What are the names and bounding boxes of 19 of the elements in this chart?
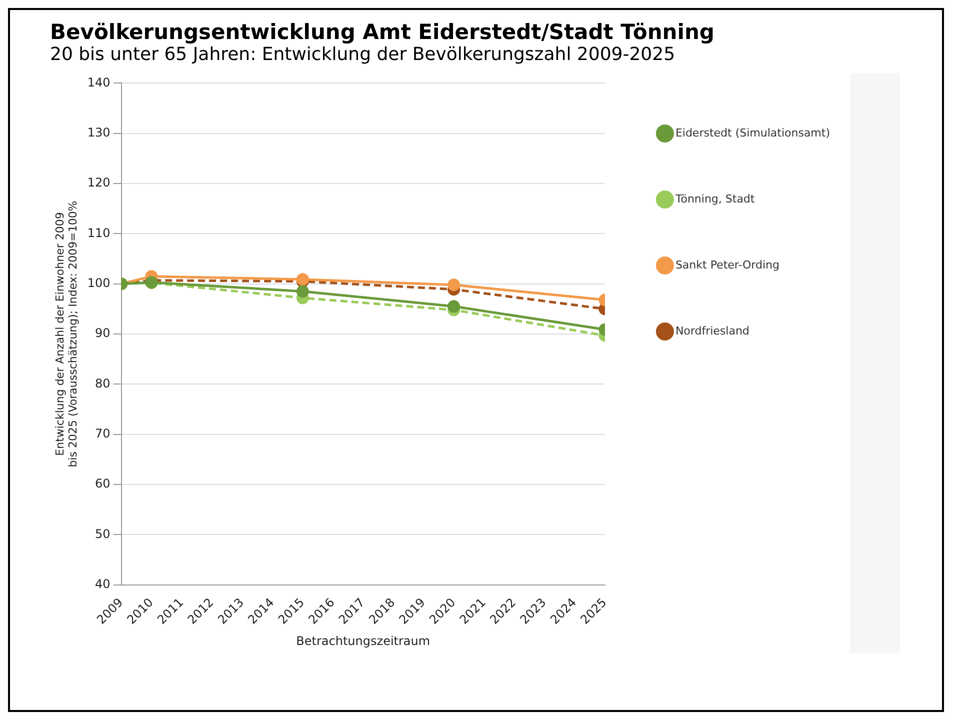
chart-title: Bevölkerungsentwicklung Amt Eiderstedt/Stadt Tönning xyxy=(50,20,716,44)
y-tick-label: 90 xyxy=(95,326,110,340)
y-tick-label: 80 xyxy=(95,376,110,390)
y-tick-label: 100 xyxy=(87,276,110,290)
y-tick-label: 50 xyxy=(95,526,110,541)
legend-label: Eiderstedt (Simulationsamt) xyxy=(675,126,830,140)
chart-subtitle: 20 bis unter 65 Jahren: Entwicklung der Bevölkerungszahl 2009-2025 xyxy=(50,44,676,65)
legend-label: Tönning, Stadt xyxy=(674,192,756,206)
y-tick-label: 130 xyxy=(87,125,110,140)
legend-label: Nordfriesland xyxy=(675,324,750,338)
x-axis-title: Betrachtungszeitraum xyxy=(296,634,430,648)
legend-label: Sankt Peter-Ording xyxy=(675,258,780,272)
y-tick-label: 60 xyxy=(95,476,110,491)
y-tick-label: 70 xyxy=(95,426,110,440)
y-tick-label: 40 xyxy=(95,576,110,591)
y-axis-title: Entwicklung der Anzahl der Einwohner 2009 bis 2025 (Vorausschätzung); Index: 2009=100% xyxy=(53,200,80,468)
y-tick-label: 110 xyxy=(87,226,110,240)
y-tick-label: 120 xyxy=(87,176,110,190)
y-tick-label: 140 xyxy=(87,75,110,90)
